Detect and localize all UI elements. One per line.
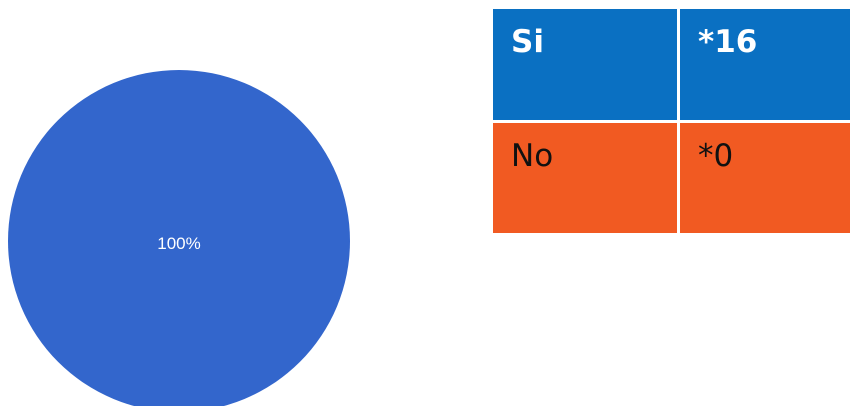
legend-value-no: *0 (677, 119, 850, 236)
legend-label-si: Si (490, 6, 680, 123)
pie-slices (8, 70, 350, 406)
legend-table: Si *16 No *0 (490, 6, 850, 236)
legend-label-no: No (490, 119, 680, 236)
legend-value-si-text: *16 (698, 24, 758, 60)
legend-row-si: Si *16 (490, 6, 850, 123)
legend-row-no: No *0 (490, 119, 850, 236)
legend-label-no-text: No (511, 137, 554, 174)
pie-slice-si (8, 70, 350, 406)
legend-label-si-text: Si (511, 24, 544, 60)
legend-value-no-text: *0 (698, 137, 734, 174)
pie-chart: 100% (0, 0, 360, 406)
pie-slice-label: 100% (157, 234, 200, 253)
legend-value-si: *16 (677, 6, 850, 123)
pie-svg: 100% (8, 70, 350, 406)
